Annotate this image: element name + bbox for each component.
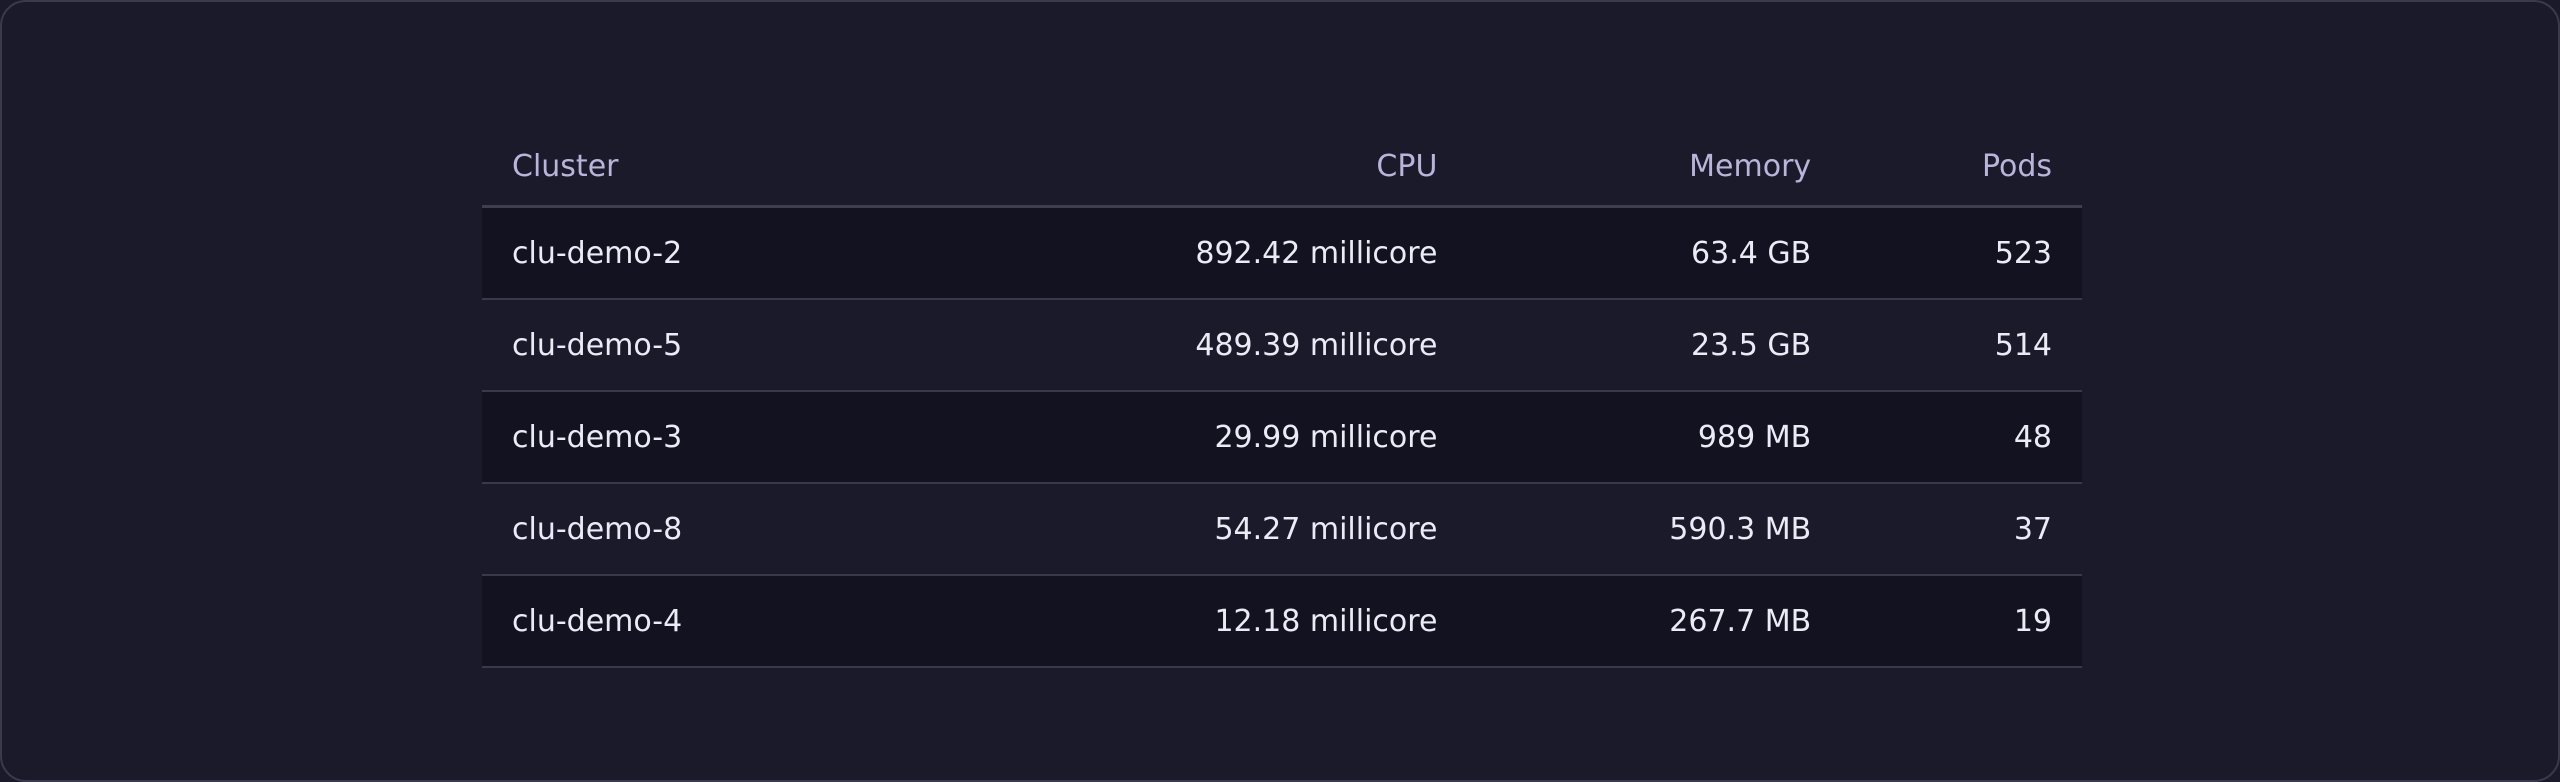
table-cell: clu-demo-3 — [482, 391, 909, 484]
table-row: clu-demo-4 12.18 millicore 267.7 MB 19 — [482, 575, 2082, 668]
table-cell: 48 — [1841, 391, 2082, 484]
column-header: Cluster — [482, 127, 909, 208]
table-cell: 37 — [1841, 483, 2082, 576]
column-header: Memory — [1467, 127, 1842, 208]
table-row: clu-demo-5 489.39 millicore 23.5 GB 514 — [482, 299, 2082, 392]
table-cell: 63.4 GB — [1467, 206, 1842, 300]
table-cell: clu-demo-5 — [482, 299, 909, 392]
table-cell: 989 MB — [1467, 391, 1842, 484]
column-header: Pods — [1841, 127, 2082, 208]
table-row: clu-demo-8 54.27 millicore 590.3 MB 37 — [482, 483, 2082, 576]
table-row: clu-demo-3 29.99 millicore 989 MB 48 — [482, 391, 2082, 484]
table-cell: 29.99 millicore — [908, 391, 1468, 484]
table-cell: 23.5 GB — [1467, 299, 1842, 392]
table-cell: clu-demo-4 — [482, 575, 909, 668]
table-cell: 523 — [1841, 206, 2082, 300]
table-cell: 489.39 millicore — [908, 299, 1468, 392]
table-body: clu-demo-2 892.42 millicore 63.4 GB 523 clu-… — [482, 206, 2082, 668]
table-cell: clu-demo-8 — [482, 483, 909, 576]
table-cell: 54.27 millicore — [908, 483, 1468, 576]
cluster-table: Cluster CPU Memory Pods clu-demo-2 892.42 mi… — [482, 127, 2082, 668]
table-cell: 892.42 millicore — [908, 206, 1468, 300]
table-row: clu-demo-2 892.42 millicore 63.4 GB 523 — [482, 206, 2082, 300]
table-header: Cluster CPU Memory Pods — [482, 127, 2082, 208]
table-cell: 590.3 MB — [1467, 483, 1842, 576]
table-cell: 514 — [1841, 299, 2082, 392]
table-cell: 267.7 MB — [1467, 575, 1842, 668]
table-cell: 12.18 millicore — [908, 575, 1468, 668]
header-row: Cluster CPU Memory Pods — [482, 127, 2082, 208]
column-header: CPU — [908, 127, 1468, 208]
table-cell: clu-demo-2 — [482, 206, 909, 300]
table-cell: 19 — [1841, 575, 2082, 668]
